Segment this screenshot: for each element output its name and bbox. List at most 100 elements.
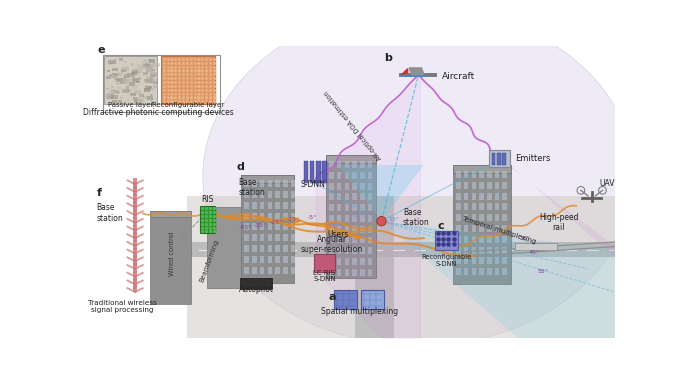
Bar — [337, 258, 341, 265]
Bar — [497, 154, 501, 165]
Bar — [151, 95, 153, 97]
Bar — [182, 89, 185, 92]
Bar — [182, 66, 185, 69]
Bar — [368, 183, 372, 190]
Bar — [166, 93, 170, 96]
Bar — [290, 245, 295, 252]
Bar — [329, 204, 334, 211]
Bar — [368, 237, 372, 244]
Bar — [207, 207, 241, 288]
Bar — [151, 79, 157, 82]
Bar — [132, 65, 134, 66]
Bar — [178, 66, 182, 69]
Bar — [186, 77, 189, 80]
Bar — [464, 171, 469, 178]
Bar — [197, 70, 201, 73]
Bar — [360, 237, 364, 244]
Bar — [119, 72, 123, 74]
Bar — [492, 154, 495, 165]
Bar — [178, 73, 182, 76]
Bar — [209, 58, 212, 61]
Bar — [194, 81, 197, 84]
Bar — [119, 58, 123, 61]
Bar — [136, 81, 140, 83]
Bar — [122, 67, 129, 71]
Bar — [125, 86, 129, 89]
Bar — [268, 223, 272, 230]
Bar — [197, 100, 201, 103]
Bar — [290, 180, 295, 187]
Bar — [368, 172, 372, 179]
Bar — [487, 247, 492, 253]
Bar — [171, 93, 173, 96]
Bar — [122, 89, 129, 93]
Bar — [337, 215, 341, 222]
Bar — [153, 63, 155, 64]
Bar — [514, 243, 557, 250]
Bar — [479, 236, 484, 243]
Bar — [178, 93, 182, 96]
Bar — [241, 175, 294, 283]
Bar — [190, 70, 193, 73]
Bar — [471, 214, 476, 221]
Bar — [149, 64, 154, 66]
Bar — [186, 58, 189, 61]
Bar — [352, 204, 357, 211]
Bar — [345, 269, 349, 276]
Bar — [171, 73, 173, 76]
Polygon shape — [188, 196, 615, 338]
Text: Angular
super-resolution: Angular super-resolution — [301, 234, 363, 254]
Bar — [171, 97, 173, 100]
Bar — [283, 191, 288, 198]
Bar — [464, 268, 469, 275]
Bar — [163, 97, 166, 100]
Bar — [201, 89, 204, 92]
Bar — [205, 77, 208, 80]
Bar — [268, 267, 272, 274]
Bar — [495, 236, 499, 243]
Bar — [171, 81, 173, 84]
Bar — [479, 203, 484, 211]
Bar — [487, 203, 492, 211]
Bar — [132, 76, 136, 78]
Bar — [190, 77, 193, 80]
Bar — [479, 182, 484, 189]
Bar — [201, 207, 204, 211]
Bar — [283, 256, 288, 263]
Bar — [205, 73, 208, 76]
Bar — [361, 290, 384, 309]
Text: Base
station: Base station — [238, 178, 265, 198]
Bar — [345, 161, 349, 168]
Bar — [268, 213, 272, 220]
Bar — [456, 225, 461, 232]
Bar — [186, 66, 189, 69]
Bar — [337, 183, 341, 190]
Bar — [209, 81, 212, 84]
Bar — [151, 211, 190, 304]
Bar — [252, 180, 257, 187]
Polygon shape — [339, 165, 424, 221]
Bar — [329, 237, 334, 244]
Bar — [245, 213, 249, 220]
Bar — [209, 100, 212, 103]
Bar — [329, 172, 334, 179]
Text: Reconfigurable layer: Reconfigurable layer — [152, 102, 224, 108]
Bar — [268, 202, 272, 209]
Bar — [150, 94, 152, 96]
Bar — [152, 70, 155, 71]
Bar — [132, 72, 138, 76]
Bar — [205, 58, 208, 61]
Text: LC RIS: LC RIS — [314, 270, 336, 276]
Bar — [209, 70, 212, 73]
Bar — [479, 268, 484, 275]
Bar — [123, 79, 131, 84]
Bar — [127, 90, 132, 92]
Bar — [487, 193, 492, 200]
Bar — [205, 89, 208, 92]
Bar — [190, 58, 193, 61]
Bar — [316, 161, 321, 183]
Bar — [197, 93, 201, 96]
Bar — [456, 203, 461, 211]
Bar — [471, 193, 476, 200]
Bar — [495, 247, 499, 253]
